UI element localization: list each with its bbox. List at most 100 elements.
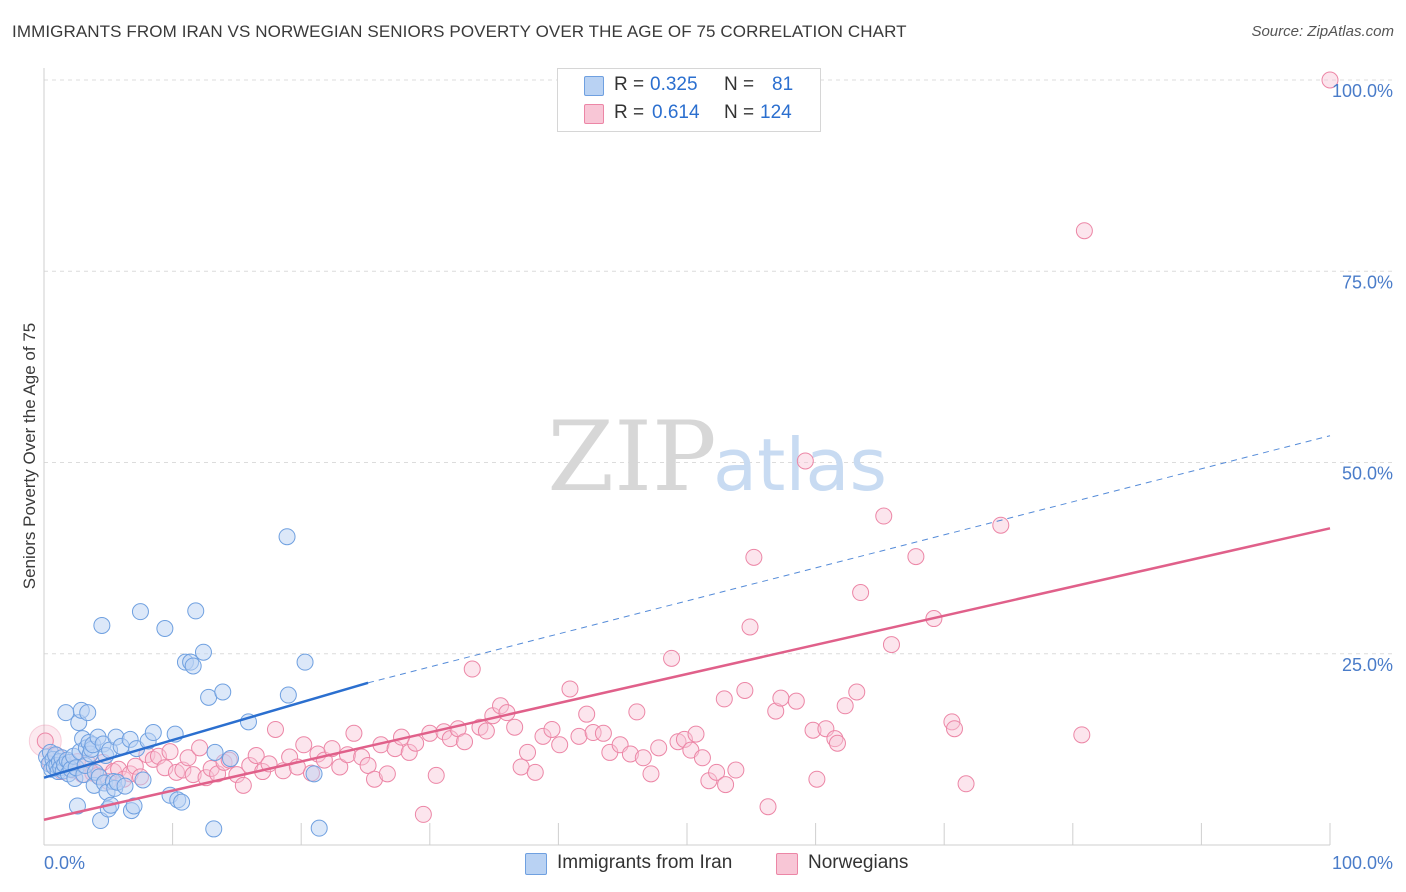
norwegians-point <box>427 766 445 784</box>
norwegians-point <box>642 765 660 783</box>
iran-point <box>279 686 297 704</box>
norwegians-point <box>534 727 552 745</box>
norwegians-point <box>167 763 185 781</box>
norwegians-point <box>126 757 144 775</box>
iran-trend-extension <box>367 435 1331 684</box>
iran-point <box>206 743 224 761</box>
iran-legend-swatch <box>525 853 547 875</box>
x-tick-label: 100.0% <box>1332 853 1393 873</box>
iran-swatch <box>584 76 604 96</box>
iran-point <box>93 616 111 634</box>
norwegians-point <box>848 683 866 701</box>
r-value: 0.325 <box>650 74 698 95</box>
norwegians-point <box>191 739 209 757</box>
norwegians-point <box>772 689 790 707</box>
norwegians-point <box>366 770 384 788</box>
norwegians-point <box>526 763 544 781</box>
norwegians-point <box>492 697 510 715</box>
norwegians-point <box>727 761 745 779</box>
iran-trend-line <box>43 681 369 779</box>
norwegians-point <box>570 727 588 745</box>
norwegians-trend-line <box>43 527 1331 821</box>
norwegians-point <box>992 516 1010 534</box>
iran-point <box>296 653 314 671</box>
norwegians-point <box>943 713 961 731</box>
norwegians-point <box>561 680 579 698</box>
norwegians-point <box>506 718 524 736</box>
norwegians-point <box>708 763 726 781</box>
norwegians-point <box>247 746 265 764</box>
norwegians-point <box>836 697 854 715</box>
norwegians-point <box>414 805 432 823</box>
trend-lines <box>43 435 1331 821</box>
norwegians-point <box>551 736 569 754</box>
r-value: 0.614 <box>652 102 700 123</box>
iran-point <box>184 657 202 675</box>
norwegians-point <box>804 721 822 739</box>
norwegians-point <box>787 692 805 710</box>
tick-labels: 25.0% 50.0% 75.0% 100.0% 0.0% 100.0% <box>44 81 1393 873</box>
norwegians-point <box>634 749 652 767</box>
norwegians-point <box>463 660 481 678</box>
iran-point <box>68 797 86 815</box>
norwegians-swatch <box>584 104 604 124</box>
norwegians-point <box>687 725 705 743</box>
norwegians-point <box>693 749 711 767</box>
norwegians-point <box>669 733 687 751</box>
norwegians-point <box>907 548 925 566</box>
iran-point <box>131 603 149 621</box>
norwegians-point <box>179 749 197 767</box>
norwegians-point <box>957 775 975 793</box>
iran-point <box>125 797 143 815</box>
norwegians-point <box>767 702 785 720</box>
norwegians-point <box>796 452 814 470</box>
norwegians-point <box>594 724 612 742</box>
correlation-stats-box: R = 0.325 N = 81 R = 0.614 N = 124 <box>557 68 821 132</box>
norwegians-point <box>1321 71 1339 89</box>
norwegians-point <box>736 681 754 699</box>
norwegians-point <box>628 703 646 721</box>
legend-label: Norwegians <box>808 852 909 873</box>
norwegians-point <box>1075 222 1093 240</box>
r-label: R = <box>614 102 645 123</box>
gridlines <box>44 79 1395 655</box>
chart-title: IMMIGRANTS FROM IRAN VS NORWEGIAN SENIOR… <box>12 22 907 41</box>
norwegians-point <box>1073 726 1091 744</box>
iran-point <box>200 688 218 706</box>
norwegians-point <box>650 739 668 757</box>
iran-point <box>134 771 152 789</box>
y-tick-label: 50.0% <box>1342 464 1393 484</box>
norwegians-point <box>759 798 777 816</box>
legend-label: Immigrants from Iran <box>557 852 733 873</box>
y-tick-label: 100.0% <box>1332 81 1393 101</box>
norwegians-point <box>745 548 763 566</box>
norwegians-point <box>378 765 396 783</box>
iran-point <box>310 819 328 837</box>
y-tick-label: 75.0% <box>1342 272 1393 292</box>
norwegians-point <box>295 736 313 754</box>
iran-point <box>305 765 323 783</box>
norwegians-point <box>945 720 963 738</box>
iran-point <box>156 620 174 638</box>
norwegians-point <box>808 770 826 788</box>
norwegians-point <box>828 734 846 752</box>
norwegians-point <box>741 618 759 636</box>
norwegians-point <box>578 705 596 723</box>
iran-point <box>187 602 205 620</box>
iran-point <box>144 724 162 742</box>
norwegians-point <box>266 720 284 738</box>
norwegians-legend-swatch <box>776 853 798 875</box>
norwegians-point <box>161 743 179 761</box>
norwegians-point <box>543 720 561 738</box>
y-tick-label: 25.0% <box>1342 655 1393 675</box>
x-tick-label: 0.0% <box>44 853 85 873</box>
norwegians-point <box>234 776 252 794</box>
norwegians-point <box>519 743 537 761</box>
iran-point <box>221 750 239 768</box>
norwegians-point <box>144 750 162 768</box>
norwegians-point <box>359 756 377 774</box>
stats-row-norwegians: R = 0.614 N = 124 <box>558 101 820 127</box>
iran-point <box>79 704 97 722</box>
norwegians-point <box>875 507 893 525</box>
